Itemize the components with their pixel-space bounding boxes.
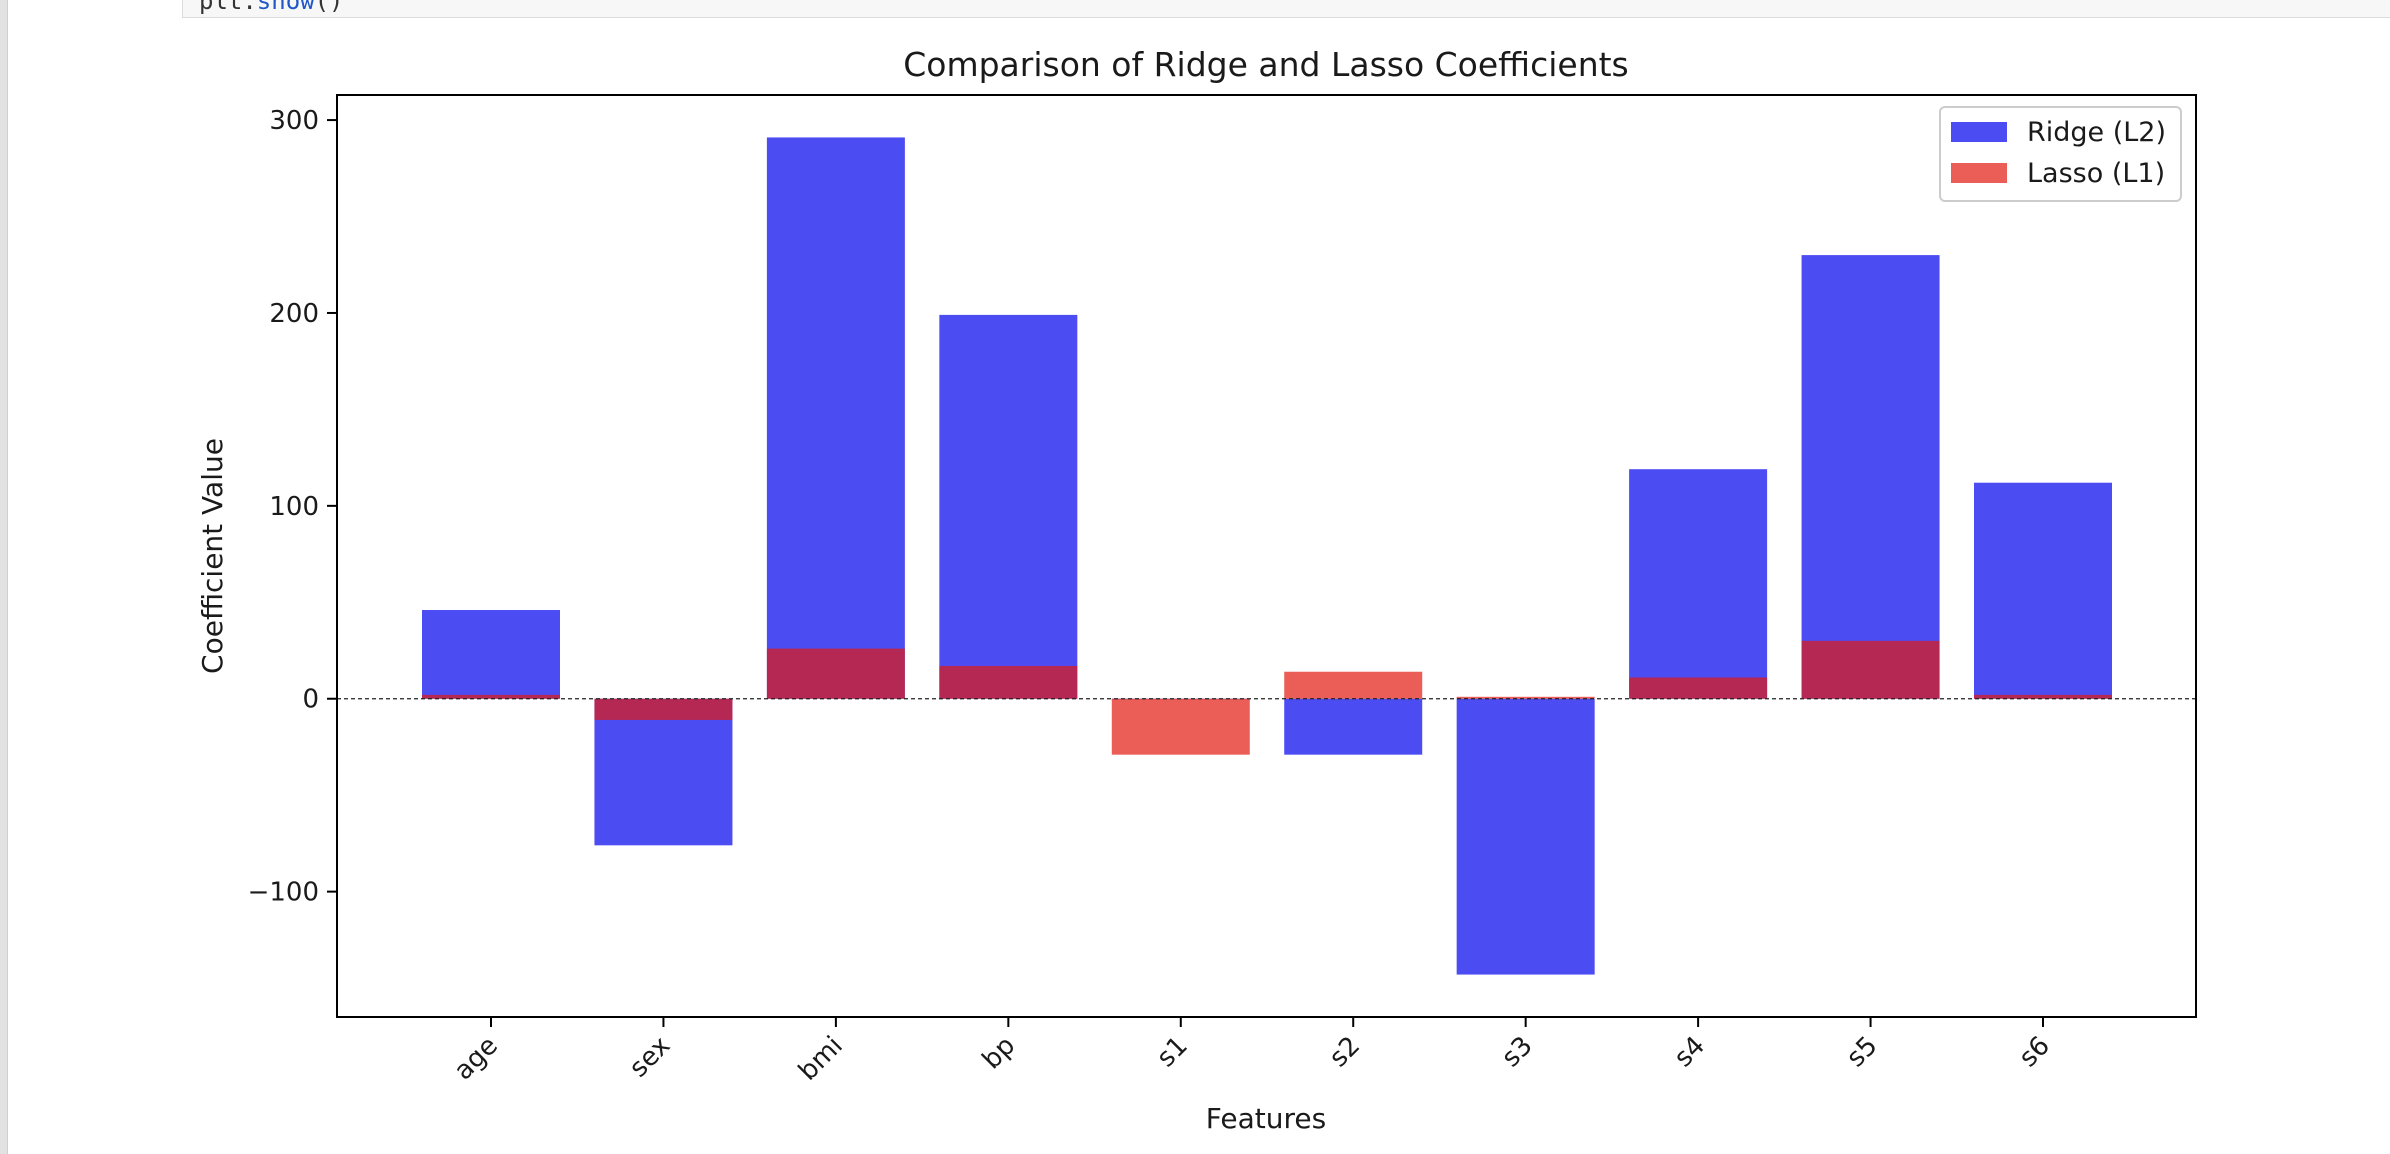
bar-lasso-s3 [1456,696,1595,699]
legend-swatch-ridge [1951,122,2007,142]
code-cell[interactable]: plt.show() [182,0,2390,18]
bar-lasso-s4 [1629,677,1768,699]
x-tick-label: age [448,1031,503,1086]
bar-lasso-age [422,694,560,699]
bar-lasso-s5 [1801,640,1940,699]
bar-lasso-s1 [1111,698,1250,755]
legend-label-ridge: Ridge (L2) [2027,117,2166,148]
legend-swatch-lasso [1951,163,2007,183]
x-tick-label: bmi [793,1031,849,1087]
x-tick-label: s3 [1496,1031,1538,1073]
chart-marks [422,137,2112,975]
x-tick-label: s6 [2013,1031,2055,1073]
x-tick-label: s2 [1324,1031,1366,1073]
legend: Ridge (L2) Lasso (L1) [1939,106,2182,202]
y-axis: −100 0 100 200 300 [248,106,337,908]
x-tick-label: s4 [1669,1031,1711,1073]
x-axis-label: Features [1206,1102,1326,1135]
y-tick-label: 300 [269,106,319,136]
plot-frame [336,94,2197,1018]
bar-lasso-sex [594,698,733,720]
bar-ridge-bmi [766,137,905,699]
y-tick-label: 100 [269,492,319,522]
bar-ridge-age [422,610,560,699]
bar-lasso-bmi [766,648,905,699]
y-tick-label: 200 [269,299,319,329]
legend-label-lasso: Lasso (L1) [2027,158,2165,189]
bar-ridge-s3 [1456,698,1595,975]
bar-ridge-s4 [1629,469,1768,699]
bar-ridge-sex [594,698,733,846]
x-axis: age sex bmi bp s1 s2 s3 s4 s5 s6 [448,1017,2056,1087]
y-axis-label: Coefficient Value [196,438,229,674]
chart-title: Comparison of Ridge and Lasso Coefficien… [903,45,1629,84]
x-tick-label: sex [624,1031,677,1084]
notebook-left-rail [0,0,8,1154]
bar-ridge-s5 [1801,255,1940,699]
bar-lasso-bp [939,665,1078,699]
code-line: plt.show() [199,0,344,15]
bar-lasso-s2 [1284,671,1423,699]
x-tick-label: s5 [1841,1031,1883,1073]
x-tick-label: bp [977,1031,1022,1076]
x-tick-label: s1 [1151,1031,1193,1073]
bar-lasso-s6 [1974,694,2112,699]
bar-ridge-s2 [1284,698,1423,755]
bar-ridge-bp [939,314,1078,699]
y-tick-label: 0 [302,685,319,715]
bar-ridge-s6 [1974,482,2112,699]
y-tick-label: −100 [248,878,319,908]
